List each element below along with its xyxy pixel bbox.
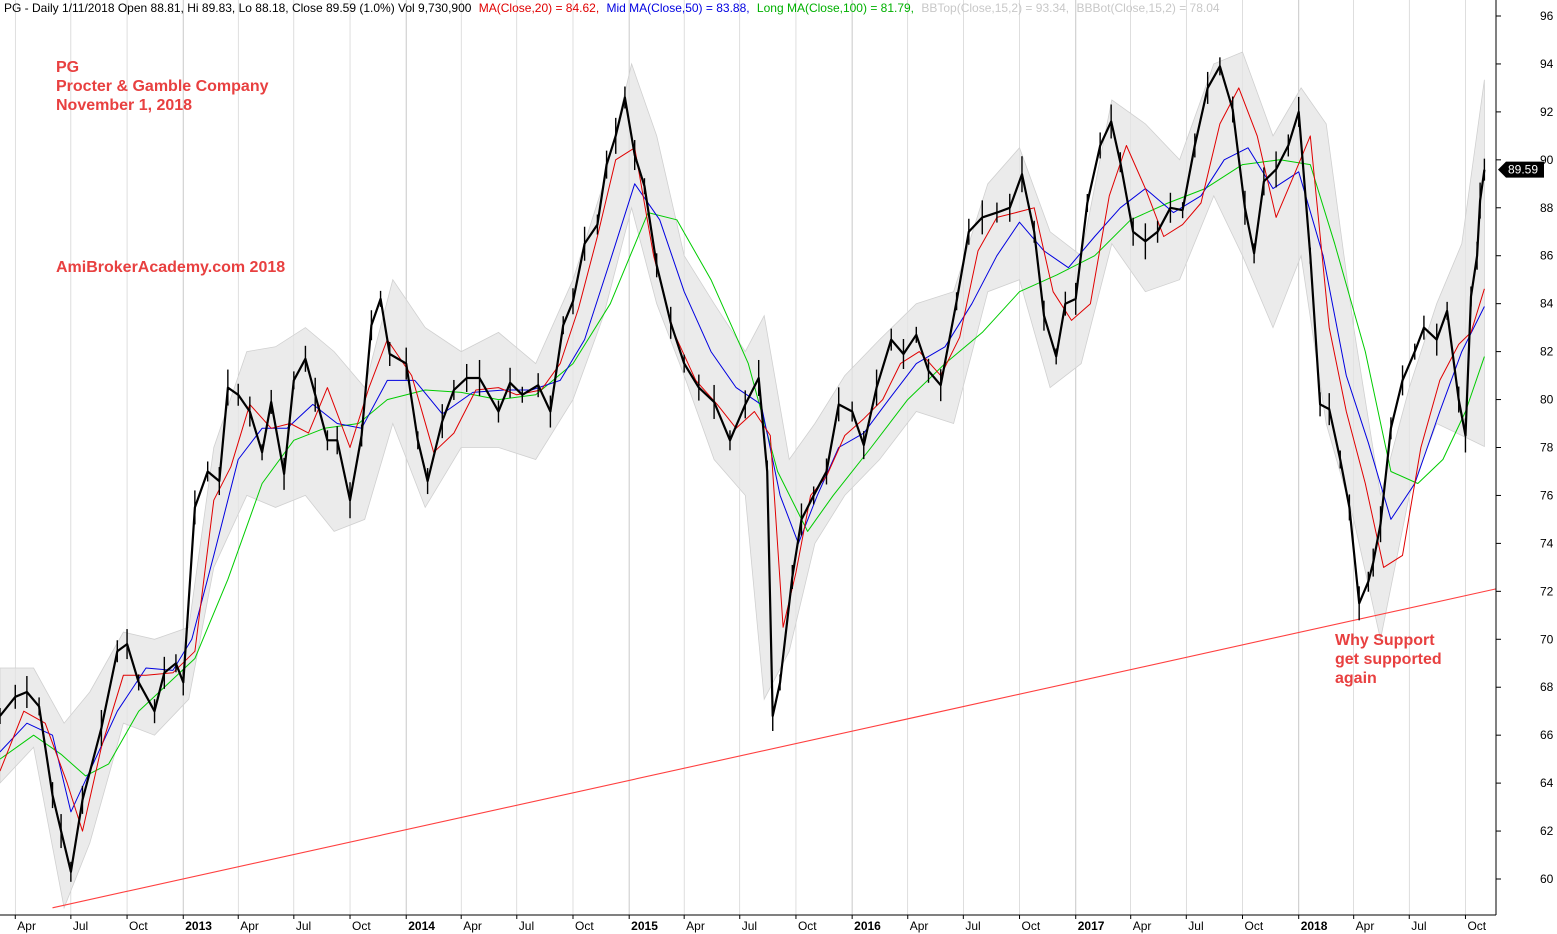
y-tick-label: 80 [1540, 393, 1554, 407]
y-tick-label: 76 [1540, 488, 1554, 502]
x-tick-label: Oct [1244, 919, 1263, 933]
header-ma20: MA(Close,20) = 84.62, [479, 1, 599, 15]
y-tick-label: 96 [1540, 9, 1554, 23]
annotation-company: Procter & Gamble Company [56, 78, 269, 95]
annotation-support-3: again [1335, 670, 1377, 687]
header-symbol-line: PG - Daily 1/11/2018 Open 88.81, Hi 89.8… [4, 1, 472, 15]
y-tick-label: 62 [1540, 824, 1554, 838]
price-bars [0, 57, 1486, 882]
y-tick-label: 60 [1540, 872, 1554, 886]
annotation-support-1: Why Support [1335, 632, 1435, 649]
y-tick-label: 88 [1540, 201, 1554, 215]
header-bbtop: BBTop(Close,15,2) = 93.34, [921, 1, 1069, 15]
x-tick-label: 2016 [854, 919, 881, 933]
y-tick-label: 94 [1540, 57, 1554, 71]
series-lines [0, 57, 1497, 909]
x-tick-label: Jul [296, 919, 311, 933]
y-tick-label: 74 [1540, 536, 1554, 550]
header-ma100: Long MA(Close,100) = 81.79, [757, 1, 914, 15]
y-tick-label: 70 [1540, 632, 1554, 646]
last-price-marker: 89.59 [1498, 161, 1544, 178]
bollinger-bands [0, 51, 1485, 910]
x-tick-label: 2018 [1301, 919, 1328, 933]
x-tick-label: Oct [1022, 919, 1041, 933]
annotation-watermark: AmiBrokerAcademy.com 2018 [56, 259, 285, 276]
x-tick-label: Apr [1133, 919, 1152, 933]
x-tick-label: Oct [129, 919, 148, 933]
x-tick-label: Oct [575, 919, 594, 933]
annotation-support-2: get supported [1335, 651, 1442, 668]
x-tick-label: Oct [1467, 919, 1486, 933]
bollinger-band-area [0, 51, 1485, 910]
x-tick-label: Jul [1188, 919, 1203, 933]
annotation-date: November 1, 2018 [56, 97, 192, 114]
x-tick-label: Jul [519, 919, 534, 933]
y-tick-label: 84 [1540, 297, 1554, 311]
y-tick-label: 86 [1540, 249, 1554, 263]
y-tick-label: 68 [1540, 680, 1554, 694]
header-bbbot: BBBot(Close,15,2) = 78.04 [1076, 1, 1219, 15]
annotation-ticker: PG [56, 59, 79, 76]
x-axis: Apr Jul Oct 2013 Apr Jul Oct 2014 Apr Jul Oct 2015 A… [0, 914, 1496, 933]
y-tick-label: 82 [1540, 345, 1554, 359]
x-tick-label: Oct [798, 919, 817, 933]
y-tick-label: 92 [1540, 105, 1554, 119]
y-tick-label: 64 [1540, 776, 1554, 790]
x-tick-label: Apr [910, 919, 929, 933]
x-tick-label: 2017 [1078, 919, 1105, 933]
ma20-line [0, 87, 1485, 832]
support-trendline [52, 588, 1497, 909]
x-tick-label: Apr [686, 919, 705, 933]
chart-header: PG - Daily 1/11/2018 Open 88.81, Hi 89.8… [4, 1, 1220, 15]
x-tick-label: Apr [17, 919, 36, 933]
y-tick-label: 78 [1540, 441, 1554, 455]
ma100-line [0, 159, 1485, 777]
x-tick-label: Jul [965, 919, 980, 933]
x-tick-label: Apr [1356, 919, 1375, 933]
x-tick-label: Oct [352, 919, 371, 933]
last-price-pointer [1498, 161, 1544, 178]
x-tick-label: Apr [463, 919, 482, 933]
x-tick-label: 2015 [631, 919, 658, 933]
x-tick-label: 2013 [185, 919, 212, 933]
y-tick-label: 66 [1540, 728, 1554, 742]
x-tick-label: Jul [1411, 919, 1426, 933]
x-tick-label: Apr [240, 919, 259, 933]
last-price-label: 89.59 [1508, 163, 1538, 177]
x-tick-label: Jul [73, 919, 88, 933]
header-ma50: Mid MA(Close,50) = 83.88, [607, 1, 750, 15]
y-tick-label: 72 [1540, 584, 1554, 598]
x-tick-label: Jul [742, 919, 757, 933]
x-tick-label: 2014 [408, 919, 435, 933]
